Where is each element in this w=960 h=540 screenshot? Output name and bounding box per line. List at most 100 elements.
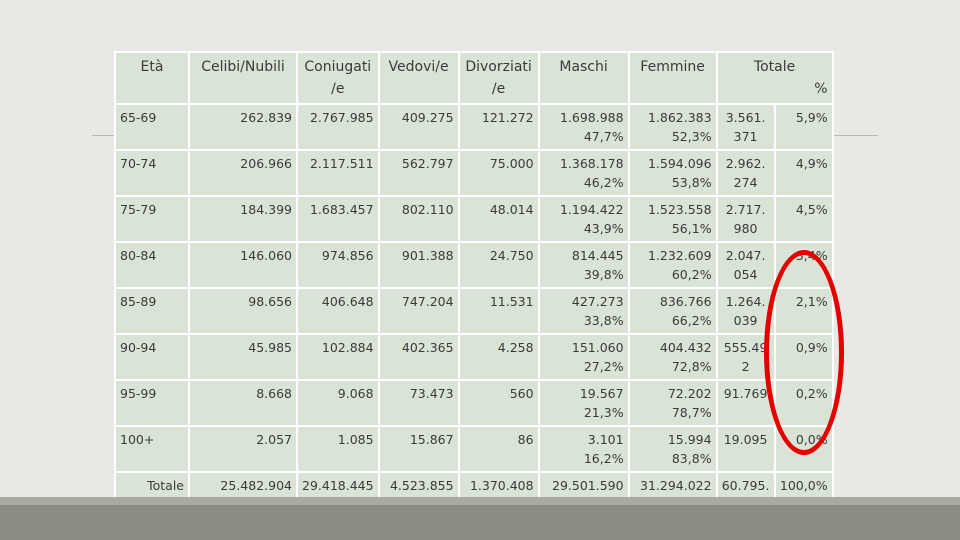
cell-coniugati: 2.117.511 [298, 151, 378, 195]
cell-coniugati: 1.085 [298, 427, 378, 471]
cell-maschi: 3.101 16,2% [539, 427, 628, 471]
table-row: 95-99 8.668 9.068 73.473 560 19.567 21,3% 72.20… [116, 381, 832, 425]
cell-femmine: 836.766 66,2% [629, 289, 716, 333]
cell-vedovi: 802.110 [379, 197, 458, 241]
cell-totale-sub [722, 449, 770, 468]
cell-totale: 2.047. 054 [717, 243, 774, 287]
cell-femmine-value: 31.294.022 [640, 478, 712, 493]
cell-totale-value: 19.095 [723, 432, 768, 447]
cell-maschi: 1.698.988 47,7% [539, 105, 628, 149]
header-maschi: Maschi [539, 53, 628, 103]
right-rule [816, 135, 878, 136]
cell-vedovi: 409.275 [379, 105, 458, 149]
table-row: 90-94 45.985 102.884 402.365 4.258 151.060 27,… [116, 335, 832, 379]
cell-vedovi: 747.204 [379, 289, 458, 333]
cell-totale-sub: 274 [733, 175, 758, 190]
cell-maschi-sub: 33,8% [583, 313, 624, 328]
cell-coniugati: 9.068 [298, 381, 378, 425]
cell-age: 90-94 [116, 335, 188, 379]
cell-vedovi: 562.797 [379, 151, 458, 195]
cell-vedovi: 402.365 [379, 335, 458, 379]
cell-femmine: 1.523.558 56,1% [629, 197, 716, 241]
cell-totale: 91.769 [717, 381, 774, 425]
cell-maschi-value: 1.698.988 [559, 110, 624, 125]
cell-maschi: 1.194.422 43,9% [539, 197, 628, 241]
cell-maschi-sub: 46,2% [583, 175, 624, 190]
cell-age: 100+ [116, 427, 188, 471]
cell-vedovi: 901.388 [379, 243, 458, 287]
cell-age: 80-84 [116, 243, 188, 287]
cell-maschi-sub: 39,8% [583, 267, 624, 282]
cell-maschi-sub: 43,9% [583, 221, 624, 236]
cell-totale-value: 555.49 [723, 340, 768, 355]
cell-femmine-sub: 60,2% [671, 267, 712, 282]
cell-totale-value: 60.795. [721, 478, 770, 493]
cell-totale-sub: 371 [733, 129, 758, 144]
cell-maschi: 1.368.178 46,2% [539, 151, 628, 195]
left-rule [92, 135, 116, 136]
cell-celibi: 25.482.904 [190, 473, 296, 517]
cell-maschi-value: 3.101 [587, 432, 624, 447]
cell-divorziati: 121.272 [459, 105, 538, 149]
cell-celibi: 184.399 [190, 197, 296, 241]
cell-coniugati: 1.683.457 [298, 197, 378, 241]
cell-totale-value: 2.962. [725, 156, 766, 171]
cell-age: 95-99 [116, 381, 188, 425]
cell-coniugati: 2.767.985 [298, 105, 378, 149]
cell-maschi-value: 1.368.178 [559, 156, 624, 171]
highlight-circle [764, 250, 844, 455]
table-row: 80-84 146.060 974.856 901.388 24.750 814.445 3… [116, 243, 832, 287]
cell-totale-value: 2.047. [725, 248, 766, 263]
cell-coniugati: 102.884 [298, 335, 378, 379]
cell-femmine: 72.202 78,7% [629, 381, 716, 425]
cell-divorziati: 75.000 [459, 151, 538, 195]
cell-femmine-sub: 83,8% [671, 451, 712, 466]
cell-totale-value: 1.264. [725, 294, 766, 309]
cell-totale: 3.561. 371 [717, 105, 774, 149]
cell-divorziati: 11.531 [459, 289, 538, 333]
cell-femmine-value: 15.994 [667, 432, 712, 447]
cell-femmine-value: 404.432 [659, 340, 712, 355]
cell-totale: 1.264. 039 [717, 289, 774, 333]
cell-femmine-sub: 52,3% [671, 129, 712, 144]
header-totale: Totale% [717, 53, 832, 103]
table-row: 75-79 184.399 1.683.457 802.110 48.014 1.194.… [116, 197, 832, 241]
header-divorziati: Divorziati/e [459, 53, 538, 103]
cell-maschi-sub: 21,3% [583, 405, 624, 420]
cell-femmine: 15.994 83,8% [629, 427, 716, 471]
cell-celibi: 206.966 [190, 151, 296, 195]
cell-femmine: 404.432 72,8% [629, 335, 716, 379]
cell-age: 75-79 [116, 197, 188, 241]
cell-femmine-value: 72.202 [667, 386, 712, 401]
cell-femmine-sub: 66,2% [671, 313, 712, 328]
cell-divorziati: 4.258 [459, 335, 538, 379]
cell-maschi-value: 1.194.422 [559, 202, 624, 217]
cell-maschi-value: 151.060 [571, 340, 624, 355]
cell-coniugati: 406.648 [298, 289, 378, 333]
cell-age: 70-74 [116, 151, 188, 195]
table-row: 100+ 2.057 1.085 15.867 86 3.101 16,2% 15.994 83… [116, 427, 832, 471]
cell-celibi: 8.668 [190, 381, 296, 425]
cell-divorziati: 86 [459, 427, 538, 471]
cell-totale-value: 3.561. [725, 110, 766, 125]
cell-maschi: 427.273 33,8% [539, 289, 628, 333]
cell-totale-sub [722, 403, 770, 422]
cell-totale: 2.717. 980 [717, 197, 774, 241]
cell-celibi: 45.985 [190, 335, 296, 379]
cell-maschi-sub: 27,2% [583, 359, 624, 374]
cell-femmine-value: 1.523.558 [647, 202, 712, 217]
cell-femmine: 1.594.096 53,8% [629, 151, 716, 195]
table-row: 65-69 262.839 2.767.985 409.275 121.272 1.698… [116, 105, 832, 149]
cell-femmine: 1.232.609 60,2% [629, 243, 716, 287]
cell-maschi-value: 29.501.590 [552, 478, 624, 493]
cell-totale: 19.095 [717, 427, 774, 471]
table-row: 85-89 98.656 406.648 747.204 11.531 427.273 33… [116, 289, 832, 333]
table-row: 70-74 206.966 2.117.511 562.797 75.000 1.368.… [116, 151, 832, 195]
cell-maschi-sub: 16,2% [583, 451, 624, 466]
cell-femmine-value: 1.594.096 [647, 156, 712, 171]
cell-maschi-value: 19.567 [579, 386, 624, 401]
cell-maschi-value: 427.273 [571, 294, 624, 309]
cell-percent: 5,9% [775, 105, 832, 149]
cell-percent: 4,5% [775, 197, 832, 241]
cell-celibi: 98.656 [190, 289, 296, 333]
